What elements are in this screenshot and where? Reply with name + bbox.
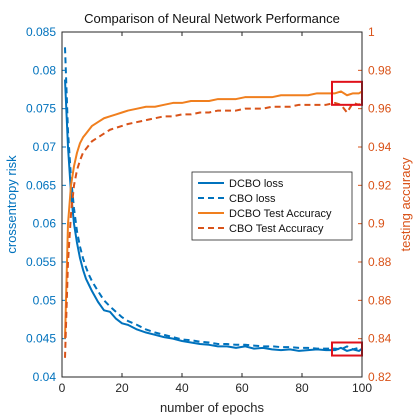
- cbo-loss-line: [64, 47, 363, 351]
- x-tick-label: 60: [235, 381, 249, 395]
- y-left-tick-label: 0.08: [33, 63, 57, 77]
- y-right-tick-label: 0.94: [368, 140, 392, 154]
- y-left-tick-label: 0.04: [33, 370, 57, 384]
- legend-label-cbo-accuracy: CBO Test Accuracy: [229, 223, 324, 235]
- y-left-tick-label: 0.045: [26, 332, 56, 346]
- legend-entry-dcbo-loss: DCBO loss: [198, 178, 284, 190]
- legend-entry-cbo-accuracy: CBO Test Accuracy: [198, 223, 324, 235]
- y-right-tick-label: 1: [368, 25, 375, 39]
- y-right-tick-label: 0.88: [368, 255, 392, 269]
- x-tick-label: 100: [352, 381, 372, 395]
- legend: DCBO loss CBO loss DCBO Test Accuracy CB…: [191, 171, 353, 241]
- y-left-tick-label: 0.07: [33, 140, 57, 154]
- x-axis-label: number of epochs: [160, 400, 265, 415]
- y-right-tick-label: 0.9: [368, 217, 385, 231]
- y-right-tick-label: 0.92: [368, 178, 392, 192]
- x-tick-label: 80: [295, 381, 309, 395]
- y-left-tick-label: 0.085: [26, 25, 56, 39]
- legend-entry-dcbo-accuracy: DCBO Test Accuracy: [198, 208, 332, 220]
- legend-label-dcbo-loss: DCBO loss: [229, 178, 284, 190]
- chart-title: Comparison of Neural Network Performance: [84, 11, 340, 26]
- y-right-tick-label: 0.82: [368, 370, 392, 384]
- cbo-accuracy-line: [64, 98, 363, 358]
- y-right-tick-label: 0.84: [368, 332, 392, 346]
- x-tick-label: 40: [175, 381, 189, 395]
- y-left-tick-label: 0.05: [33, 293, 57, 307]
- legend-label-dcbo-accuracy: DCBO Test Accuracy: [229, 208, 332, 220]
- dcbo-loss-line: [64, 79, 363, 352]
- legend-label-cbo-loss: CBO loss: [229, 193, 276, 205]
- dcbo-accuracy-line: [64, 90, 363, 339]
- y-right-axis-label: testing accuracy: [398, 157, 413, 251]
- y-left-tick-label: 0.06: [33, 217, 57, 231]
- y-right-tick-label: 0.98: [368, 63, 392, 77]
- x-tick-label: 0: [59, 381, 66, 395]
- y-right-tick-label: 0.96: [368, 102, 392, 116]
- y-left-axis-label: crossentropy risk: [4, 155, 19, 254]
- plot-frame: [61, 31, 363, 378]
- y-right-tick-label: 0.86: [368, 293, 392, 307]
- y-left-tick-label: 0.055: [26, 255, 56, 269]
- legend-entry-cbo-loss: CBO loss: [198, 193, 276, 205]
- y-left-tick-label: 0.075: [26, 102, 56, 116]
- x-tick-label: 20: [115, 381, 129, 395]
- series-layer: [64, 47, 363, 358]
- y-left-tick-label: 0.065: [26, 178, 56, 192]
